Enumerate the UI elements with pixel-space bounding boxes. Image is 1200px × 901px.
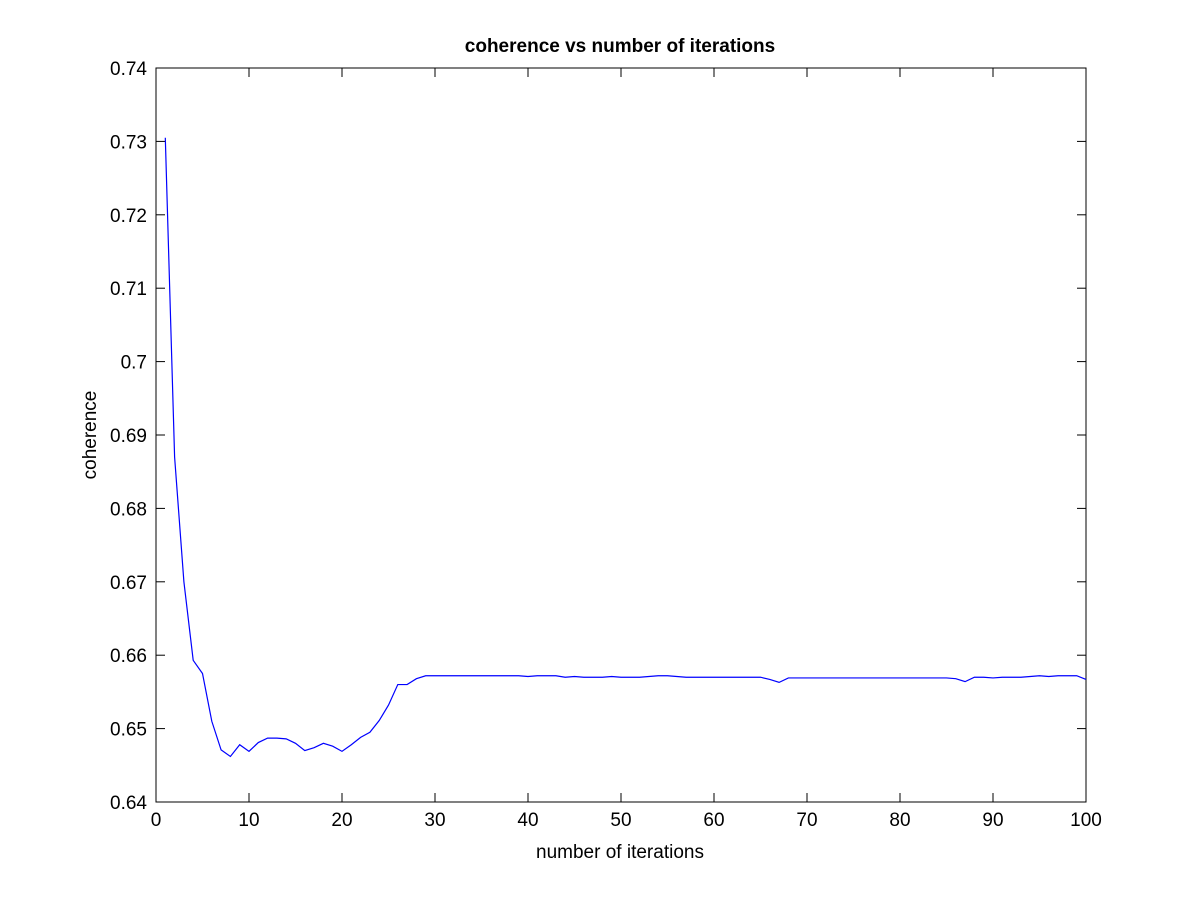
x-tick-label: 20 [331,810,352,831]
x-tick-label: 100 [1070,810,1102,831]
x-tick-label: 10 [238,810,259,831]
x-axis: 0 10 20 30 40 50 60 70 80 90 100 [151,68,1102,831]
y-tick-label: 0.68 [110,499,147,520]
y-tick-label: 0.69 [110,426,147,447]
y-axis: 0.64 0.65 0.66 0.67 0.68 0.69 0.7 0.71 0.72 0.73 0… [110,59,1086,814]
x-tick-label: 90 [982,810,1003,831]
plot-area [155,67,1087,803]
y-tick-label: 0.66 [110,646,147,667]
y-tick-label: 0.65 [110,720,147,741]
y-tick-label: 0.7 [121,353,147,374]
chart-title: coherence vs number of iterations [465,36,775,57]
x-axis-label: number of iterations [536,842,704,863]
y-tick-label: 0.67 [110,573,147,594]
x-tick-label: 70 [796,810,817,831]
x-tick-label: 50 [610,810,631,831]
y-axis-label: coherence [80,391,101,480]
x-tick-label: 30 [424,810,445,831]
y-tick-label: 0.64 [110,793,147,814]
x-tick-label: 40 [517,810,538,831]
y-tick-label: 0.73 [110,132,147,153]
y-tick-label: 0.74 [110,59,147,80]
y-tick-label: 0.72 [110,206,147,227]
y-tick-label: 0.71 [110,279,147,300]
coherence-series-line [164,137,1087,758]
x-tick-label: 80 [889,810,910,831]
x-tick-label: 0 [151,810,162,831]
x-tick-label: 60 [703,810,724,831]
